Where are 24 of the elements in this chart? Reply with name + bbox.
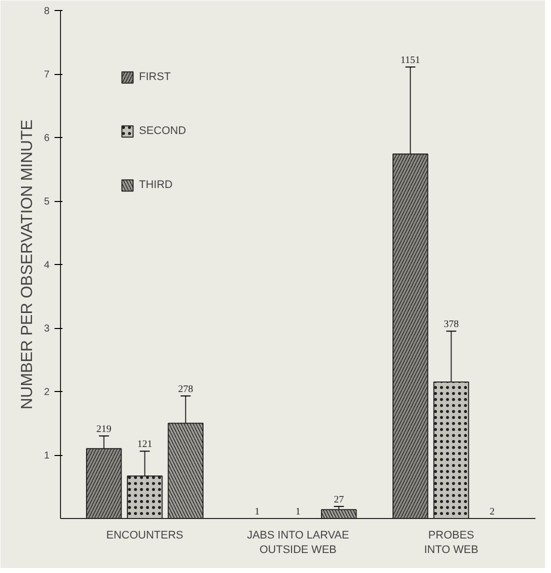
annotation: 219	[96, 424, 112, 435]
annotation: 121	[137, 439, 152, 450]
annotation: 278	[178, 384, 194, 395]
x-tick-label: ENCOUNTERS	[106, 530, 184, 542]
y-tick-label: 1	[44, 450, 50, 462]
y-tick-label: 7	[44, 70, 50, 80]
legend-label: FIRST	[139, 71, 171, 83]
y-tick-label: 6	[44, 133, 50, 144]
legend-label: THIRD	[139, 179, 173, 191]
annotation: 2	[490, 506, 495, 518]
annotation: 378	[444, 319, 459, 330]
y-tick-label: 3	[44, 324, 50, 334]
y-tick-label: 8	[44, 6, 50, 17]
x-tick-label: JABS INTO LARVAE OUTSIDE WEB	[246, 530, 350, 556]
annotation: 27	[334, 494, 344, 506]
annotation: 1151	[400, 55, 420, 66]
x-tick-label: PROBES INTO WEB	[424, 530, 478, 556]
y-tick-label: 2	[44, 387, 50, 398]
legend-label: SECOND	[139, 125, 186, 137]
y-axis-title: NUMBER PER OBSERVATION MINUTE	[18, 120, 36, 410]
annotation: 1	[296, 506, 300, 518]
y-tick-label: 5	[44, 196, 50, 208]
annotation: 1	[254, 506, 260, 518]
y-tick-label: 4	[44, 260, 50, 271]
